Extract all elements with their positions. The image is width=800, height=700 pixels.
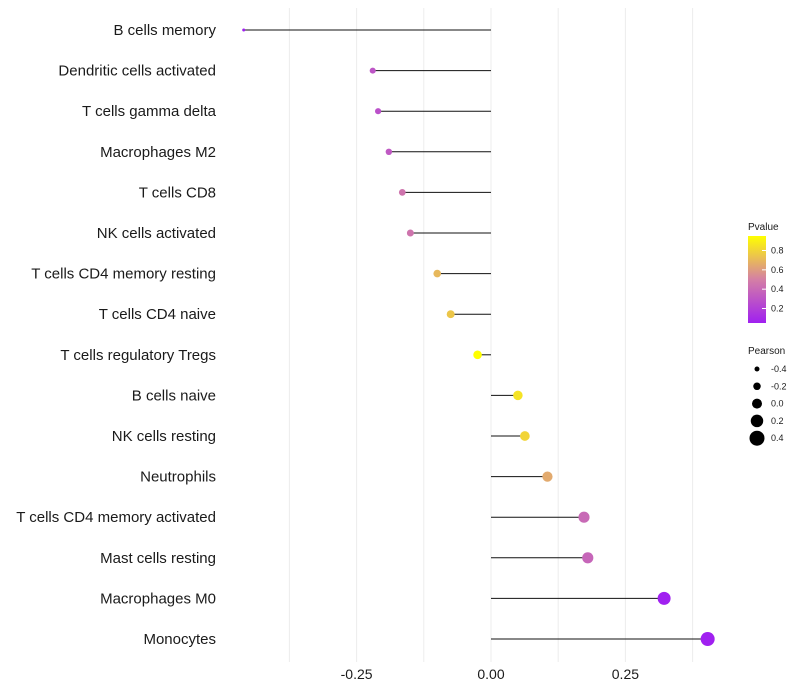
pearson-key-dot-0: [754, 366, 760, 372]
point-6: [433, 269, 442, 278]
pvalue-tick-label-3: 0.2: [771, 304, 784, 314]
pearson-key-label-3: 0.2: [771, 416, 784, 426]
pvalue-colorbar: [748, 236, 766, 323]
y-label-13: Mast cells resting: [100, 550, 216, 567]
point-5: [406, 229, 414, 237]
pearson-key-label-0: -0.4: [771, 364, 787, 374]
pearson-legend-title: Pearson: [748, 346, 785, 357]
y-label-4: T cells CD8: [139, 184, 216, 201]
stem-layer: [243, 29, 708, 640]
y-label-0: B cells memory: [113, 22, 216, 39]
point-15: [700, 631, 715, 647]
y-axis-labels: B cells memory Dendritic cells activated T…: [16, 22, 216, 648]
point-9: [513, 390, 523, 401]
y-label-15: Monocytes: [143, 631, 216, 648]
x-tick-label-0: -0.25: [341, 666, 373, 682]
y-label-7: T cells CD4 naive: [99, 306, 216, 323]
point-7: [446, 310, 455, 319]
y-label-1: Dendritic cells activated: [58, 63, 216, 80]
point-13: [582, 552, 594, 564]
pearson-key-label-1: -0.2: [771, 381, 787, 391]
point-3: [385, 148, 393, 156]
point-11: [542, 471, 553, 482]
pearson-key-dot-2: [752, 398, 762, 409]
point-10: [520, 431, 530, 441]
y-label-6: T cells CD4 memory resting: [31, 266, 216, 283]
point-0: [242, 28, 246, 32]
pearson-key-label-2: 0.0: [771, 399, 784, 409]
y-label-10: NK cells resting: [112, 428, 216, 445]
x-tick-label-1: 0.00: [477, 666, 504, 682]
point-14: [657, 591, 671, 605]
pearson-key-label-4: 0.4: [771, 433, 784, 443]
grid-layer: [288, 8, 694, 662]
y-label-3: Macrophages M2: [100, 144, 216, 161]
y-label-14: Macrophages M0: [100, 590, 216, 607]
legend: Pvalue 0.8 0.6 0.4 0.2 Pearson -0.4 -0.2 0.0 0…: [748, 222, 787, 446]
pvalue-legend-title: Pvalue: [748, 222, 779, 233]
point-4: [398, 189, 406, 196]
pvalue-tick-label-0: 0.8: [771, 246, 784, 256]
point-8: [473, 350, 482, 360]
pearson-key-dot-1: [753, 382, 761, 391]
point-2: [375, 108, 382, 115]
pvalue-tick-label-2: 0.4: [771, 284, 784, 294]
pvalue-tick-label-1: 0.6: [771, 265, 784, 275]
point-1: [369, 67, 376, 74]
point-layer: [242, 28, 715, 647]
x-axis-ticks: -0.25 0.00 0.25: [341, 666, 640, 682]
pearson-key-dot-4: [749, 430, 765, 446]
y-label-5: NK cells activated: [97, 225, 216, 242]
y-label-2: T cells gamma delta: [82, 103, 217, 120]
y-label-9: B cells naive: [132, 387, 216, 404]
pearson-key-dot-3: [750, 414, 764, 428]
y-label-11: Neutrophils: [140, 469, 216, 486]
y-label-12: T cells CD4 memory activated: [16, 509, 216, 526]
point-12: [578, 511, 590, 523]
y-label-8: T cells regulatory Tregs: [60, 347, 216, 364]
x-tick-label-2: 0.25: [612, 666, 639, 682]
